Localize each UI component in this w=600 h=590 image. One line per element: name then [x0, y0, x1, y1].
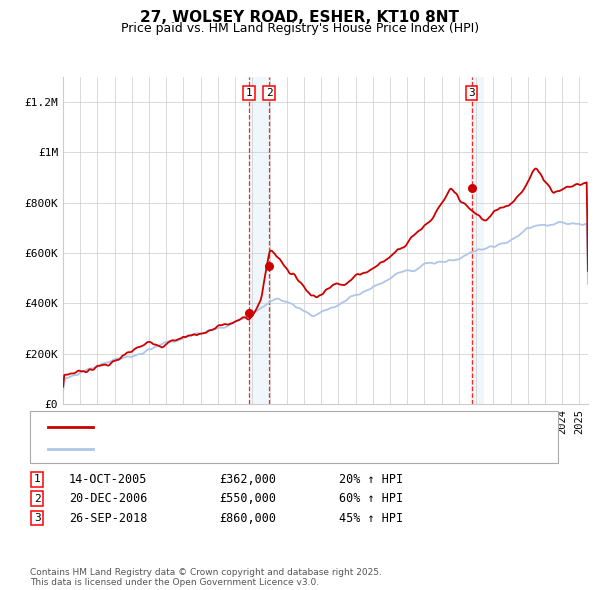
Bar — [471, 77, 484, 404]
Text: 3: 3 — [468, 88, 475, 98]
Text: 26-SEP-2018: 26-SEP-2018 — [69, 512, 148, 525]
Text: £860,000: £860,000 — [219, 512, 276, 525]
Text: 2: 2 — [266, 88, 272, 98]
Text: 14-OCT-2005: 14-OCT-2005 — [69, 473, 148, 486]
Text: 1: 1 — [34, 474, 41, 484]
Text: Price paid vs. HM Land Registry's House Price Index (HPI): Price paid vs. HM Land Registry's House … — [121, 22, 479, 35]
Text: £550,000: £550,000 — [219, 492, 276, 505]
Text: 27, WOLSEY ROAD, ESHER, KT10 8NT: 27, WOLSEY ROAD, ESHER, KT10 8NT — [140, 10, 460, 25]
Text: 2: 2 — [34, 494, 41, 503]
Bar — [249, 77, 269, 404]
Text: 45% ↑ HPI: 45% ↑ HPI — [339, 512, 403, 525]
Text: 20-DEC-2006: 20-DEC-2006 — [69, 492, 148, 505]
Text: 27, WOLSEY ROAD, ESHER, KT10 8NT (semi-detached house): 27, WOLSEY ROAD, ESHER, KT10 8NT (semi-d… — [99, 422, 417, 432]
Text: Contains HM Land Registry data © Crown copyright and database right 2025.
This d: Contains HM Land Registry data © Crown c… — [30, 568, 382, 587]
Text: 20% ↑ HPI: 20% ↑ HPI — [339, 473, 403, 486]
Text: 60% ↑ HPI: 60% ↑ HPI — [339, 492, 403, 505]
Text: 3: 3 — [34, 513, 41, 523]
Text: 1: 1 — [245, 88, 252, 98]
Text: £362,000: £362,000 — [219, 473, 276, 486]
Text: HPI: Average price, semi-detached house, Elmbridge: HPI: Average price, semi-detached house,… — [99, 444, 374, 454]
